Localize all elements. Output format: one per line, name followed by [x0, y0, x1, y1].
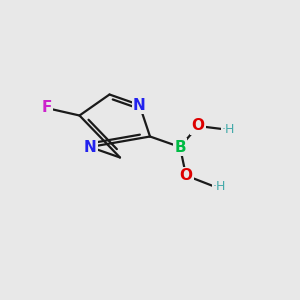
- Text: B: B: [174, 140, 186, 154]
- Text: ·H: ·H: [213, 179, 226, 193]
- Text: N: N: [133, 98, 146, 112]
- Text: N: N: [84, 140, 96, 154]
- Text: O: O: [179, 168, 193, 183]
- Text: ·H: ·H: [222, 122, 236, 136]
- Text: F: F: [41, 100, 52, 116]
- Text: O: O: [191, 118, 205, 134]
